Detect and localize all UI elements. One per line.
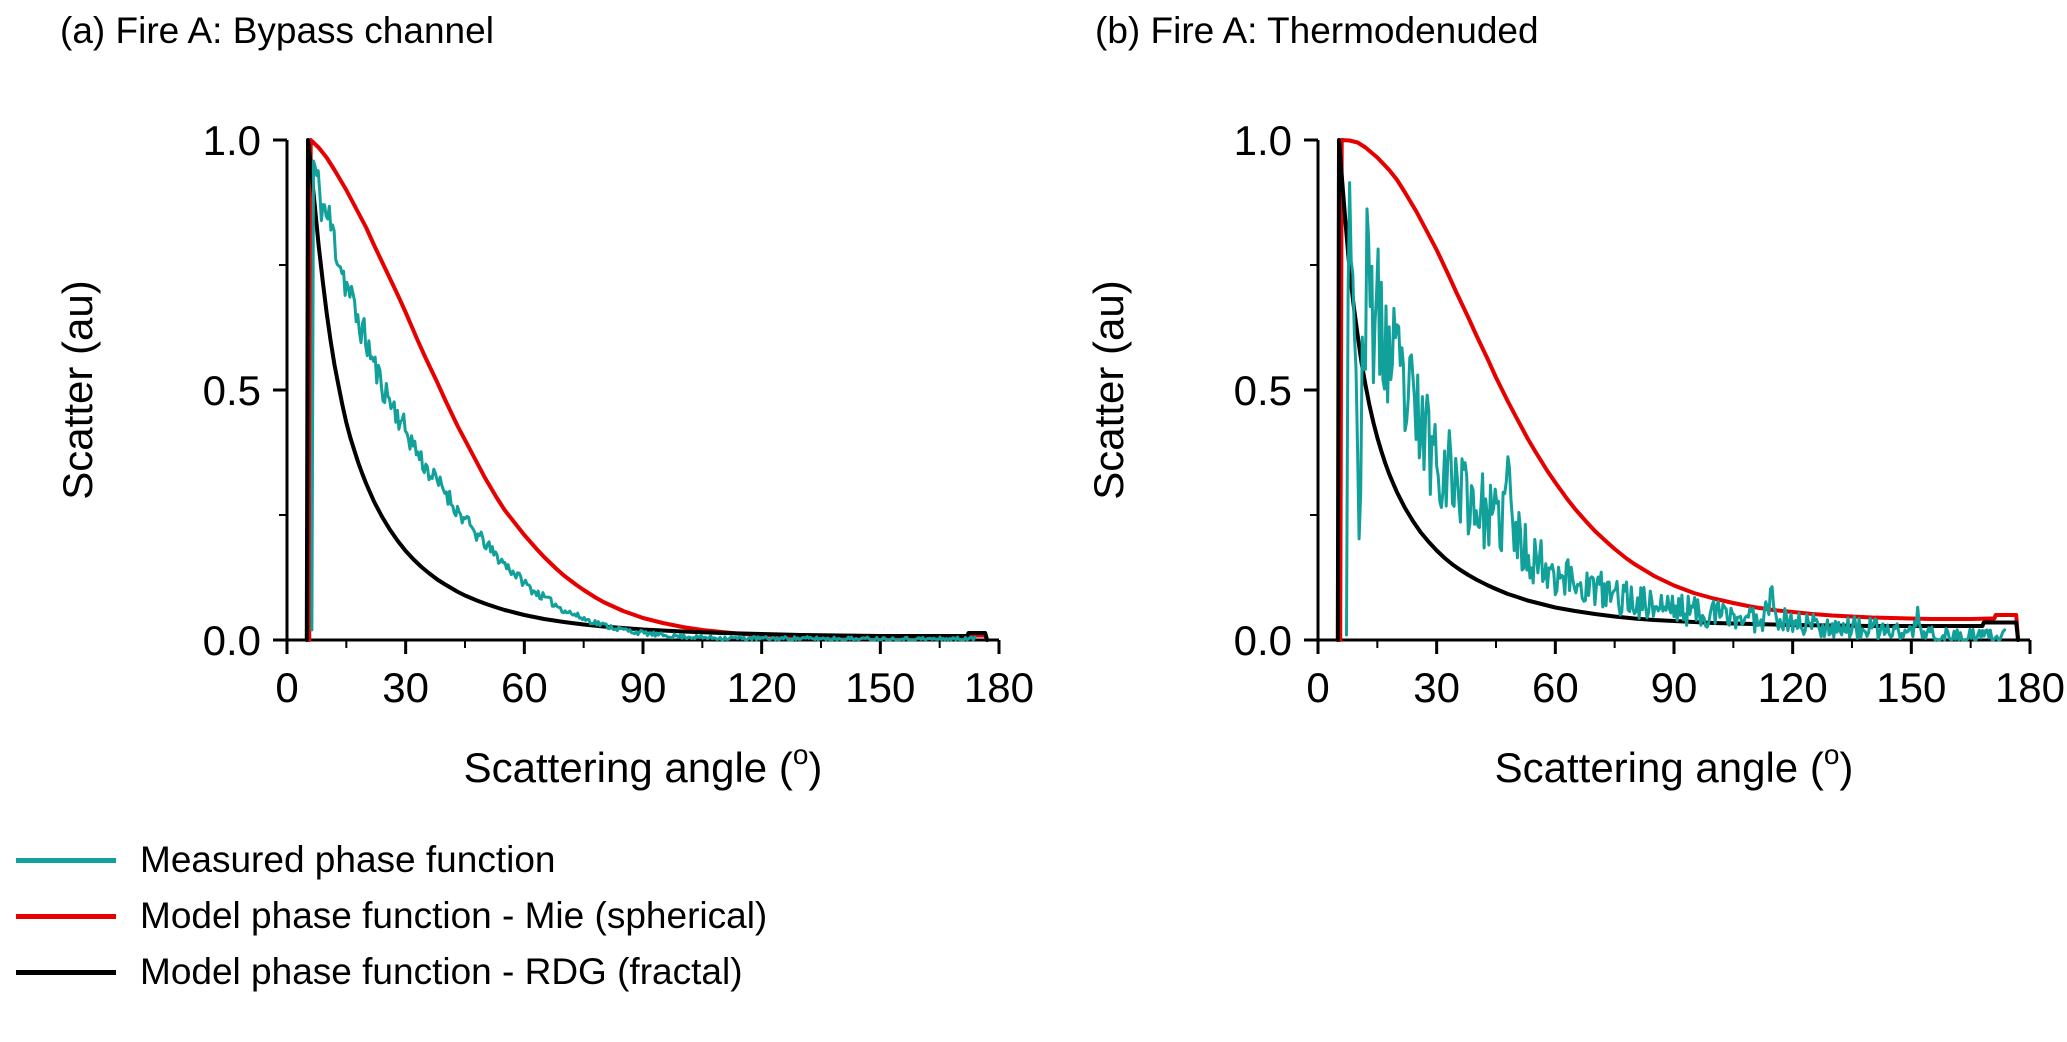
x-tick-label: 30 xyxy=(382,664,429,711)
series-line-mie xyxy=(307,138,990,642)
x-tick-label: 150 xyxy=(845,664,915,711)
y-tick-label: 1.0 xyxy=(203,117,261,164)
x-tick-label: 120 xyxy=(727,664,797,711)
panel-b-chart: 0 30 60 90 120 150 180 0.0 0.5 1.0 Scatter (au) Sca… xyxy=(1061,40,2067,815)
y-tick-label: 0.5 xyxy=(1234,367,1292,414)
legend: Measured phase function Model phase func… xyxy=(16,832,767,1000)
legend-item-rdg: Model phase function - RDG (fractal) xyxy=(16,944,767,1000)
x-tick-label: 120 xyxy=(1758,664,1828,711)
x-tick-label: 60 xyxy=(501,664,548,711)
legend-label-mie: Model phase function - Mie (spherical) xyxy=(140,895,768,936)
y-axis-label: Scatter (au) xyxy=(54,280,101,499)
y-axis-label: Scatter (au) xyxy=(1085,280,1132,499)
x-tick-label: 180 xyxy=(964,664,1034,711)
mie-line-swatch xyxy=(16,913,116,919)
panel-b-title: (b) Fire A: Thermodenuded xyxy=(1095,10,1539,51)
series-line-mie xyxy=(1338,138,2021,642)
series-line-measured xyxy=(310,159,977,642)
x-tick-label: 180 xyxy=(1995,664,2065,711)
series-line-measured xyxy=(1345,181,2007,642)
measured-line-swatch xyxy=(16,857,116,863)
panel-a-title: (a) Fire A: Bypass channel xyxy=(60,10,494,51)
x-tick-label: 90 xyxy=(620,664,667,711)
panel-b: (b) Fire A: Thermodenuded 0 30 60 90 120 150 1… xyxy=(1061,0,2067,810)
series-line-rdg xyxy=(304,138,990,642)
y-tick-label: 1.0 xyxy=(1234,117,1292,164)
panel-a-chart: 0 30 60 90 120 150 180 0.0 0.5 1.0 Scatter (au) Sca… xyxy=(30,40,1070,815)
x-axis-label: Scattering angle (o) xyxy=(1495,739,1854,791)
legend-label-rdg: Model phase function - RDG (fractal) xyxy=(140,951,743,992)
y-tick-label: 0.0 xyxy=(203,617,261,664)
x-tick-label: 0 xyxy=(275,664,298,711)
legend-item-measured: Measured phase function xyxy=(16,832,767,888)
legend-item-mie: Model phase function - Mie (spherical) xyxy=(16,888,767,944)
legend-label-measured: Measured phase function xyxy=(140,839,556,880)
x-tick-label: 30 xyxy=(1413,664,1460,711)
panel-a: (a) Fire A: Bypass channel 0 30 60 90 120 150… xyxy=(30,0,1070,810)
x-tick-label: 60 xyxy=(1532,664,1579,711)
chart-canvas: 0 30 60 90 120 150 180 0.0 0.5 1.0 Scatter (au) Sca… xyxy=(1085,117,2065,791)
series-line-rdg xyxy=(1335,138,2021,642)
x-tick-label: 0 xyxy=(1306,664,1329,711)
y-tick-label: 0.5 xyxy=(203,367,261,414)
y-tick-label: 0.0 xyxy=(1234,617,1292,664)
rdg-line-swatch xyxy=(16,969,116,975)
x-axis-label: Scattering angle (o) xyxy=(464,739,823,791)
chart-canvas: 0 30 60 90 120 150 180 0.0 0.5 1.0 Scatter (au) Sca… xyxy=(54,117,1034,791)
x-tick-label: 150 xyxy=(1876,664,1946,711)
x-tick-label: 90 xyxy=(1651,664,1698,711)
